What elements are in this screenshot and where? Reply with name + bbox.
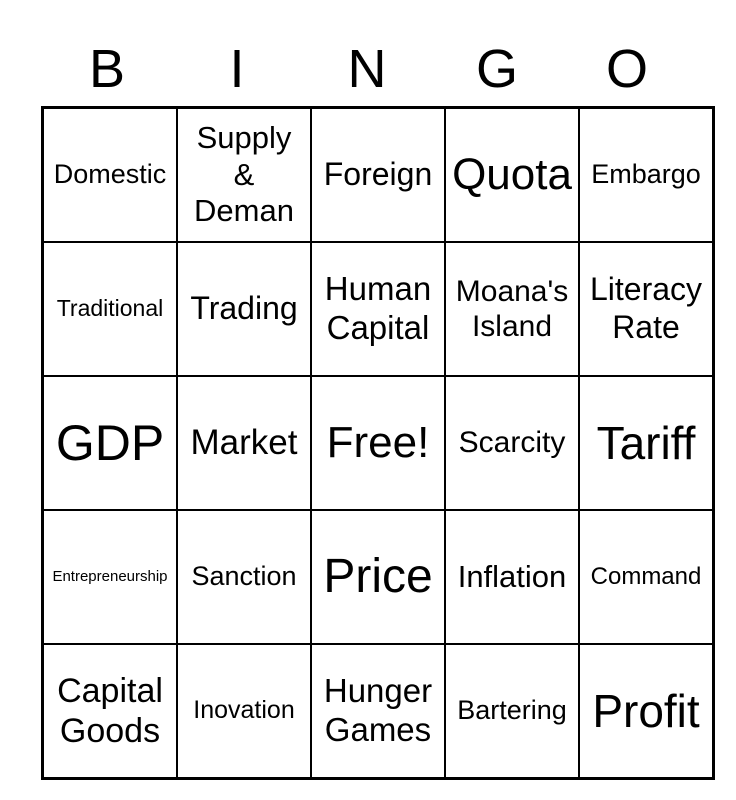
bingo-cell[interactable]: Entrepreneurship [41,509,178,645]
cell-label: Embargo [591,159,701,190]
cell-label: Tariff [596,416,696,469]
header-letter-n: N [347,39,387,99]
header-letter-b: B [88,39,126,99]
bingo-cell[interactable]: Price [310,509,446,645]
header-letter-g: G [475,39,518,99]
bingo-cell[interactable]: GDP [41,375,178,511]
cell-label: Price [323,549,433,603]
cell-label: Bartering [457,695,567,726]
cell-label: GDP [55,414,165,471]
grid-row-3: GDP Market Free! Scarcity Tariff [41,375,715,511]
bingo-cell[interactable]: Embargo [578,106,715,243]
bingo-cell[interactable]: Hunger Games [310,643,446,780]
bingo-cell[interactable]: Trading [176,241,312,377]
bingo-cell[interactable]: Traditional [41,241,178,377]
grid-row-4: Entrepreneurship Sanction Price Inflatio… [41,509,715,645]
bingo-header: B I N G O [42,42,692,96]
bingo-cell[interactable]: Sanction [176,509,312,645]
bingo-cell[interactable]: Inovation [176,643,312,780]
cell-label: Scarcity [458,426,566,460]
bingo-cell[interactable]: Foreign [310,106,446,243]
cell-label: Sanction [191,561,297,592]
bingo-cell[interactable]: Inflation [444,509,580,645]
cell-label: Traditional [56,295,164,322]
bingo-cell[interactable]: Command [578,509,715,645]
bingo-cell[interactable]: Literacy Rate [578,241,715,377]
bingo-cell[interactable]: Human Capital [310,241,446,377]
grid-row-5: Capital Goods Inovation Hunger Games Bar… [41,643,715,780]
bingo-cell[interactable]: Bartering [444,643,580,780]
bingo-cell[interactable]: Capital Goods [41,643,178,780]
cell-label: Human Capital [324,270,432,346]
bingo-cell[interactable]: Market [176,375,312,511]
header-letter-i: I [229,39,245,99]
cell-label: Market [190,423,298,463]
cell-label: Hunger Games [323,672,433,748]
bingo-cell[interactable]: Quota [444,106,580,243]
bingo-cell[interactable]: Moana's Island [444,241,580,377]
free-space-cell[interactable]: Free! [310,375,446,511]
cell-label: Trading [190,290,298,327]
cell-label: Capital Goods [57,671,163,750]
cell-label: Inovation [193,696,295,725]
cell-label: Quota [452,150,572,200]
bingo-cell[interactable]: Profit [578,643,715,780]
cell-label: Entrepreneurship [52,568,168,585]
bingo-cell[interactable]: Domestic [41,106,178,243]
cell-label: Profit [592,684,700,737]
bingo-cell[interactable]: Tariff [578,375,715,511]
cell-label: Foreign [323,156,433,193]
cell-label: Domestic [53,159,167,190]
grid-row-1: Domestic Supply & Deman Foreign Quota Em… [41,106,715,243]
cell-label: Moana's Island [455,274,569,343]
cell-label: Supply & Deman [194,120,294,229]
cell-label: Command [590,562,702,590]
header-letter-o: O [605,39,648,99]
grid-row-2: Traditional Trading Human Capital Moana'… [41,241,715,377]
bingo-cell[interactable]: Supply & Deman [176,106,312,243]
bingo-grid: Domestic Supply & Deman Foreign Quota Em… [41,106,715,780]
cell-label: Literacy Rate [589,271,703,345]
cell-label: Inflation [457,558,567,594]
cell-label: Free! [326,418,430,468]
bingo-cell[interactable]: Scarcity [444,375,580,511]
